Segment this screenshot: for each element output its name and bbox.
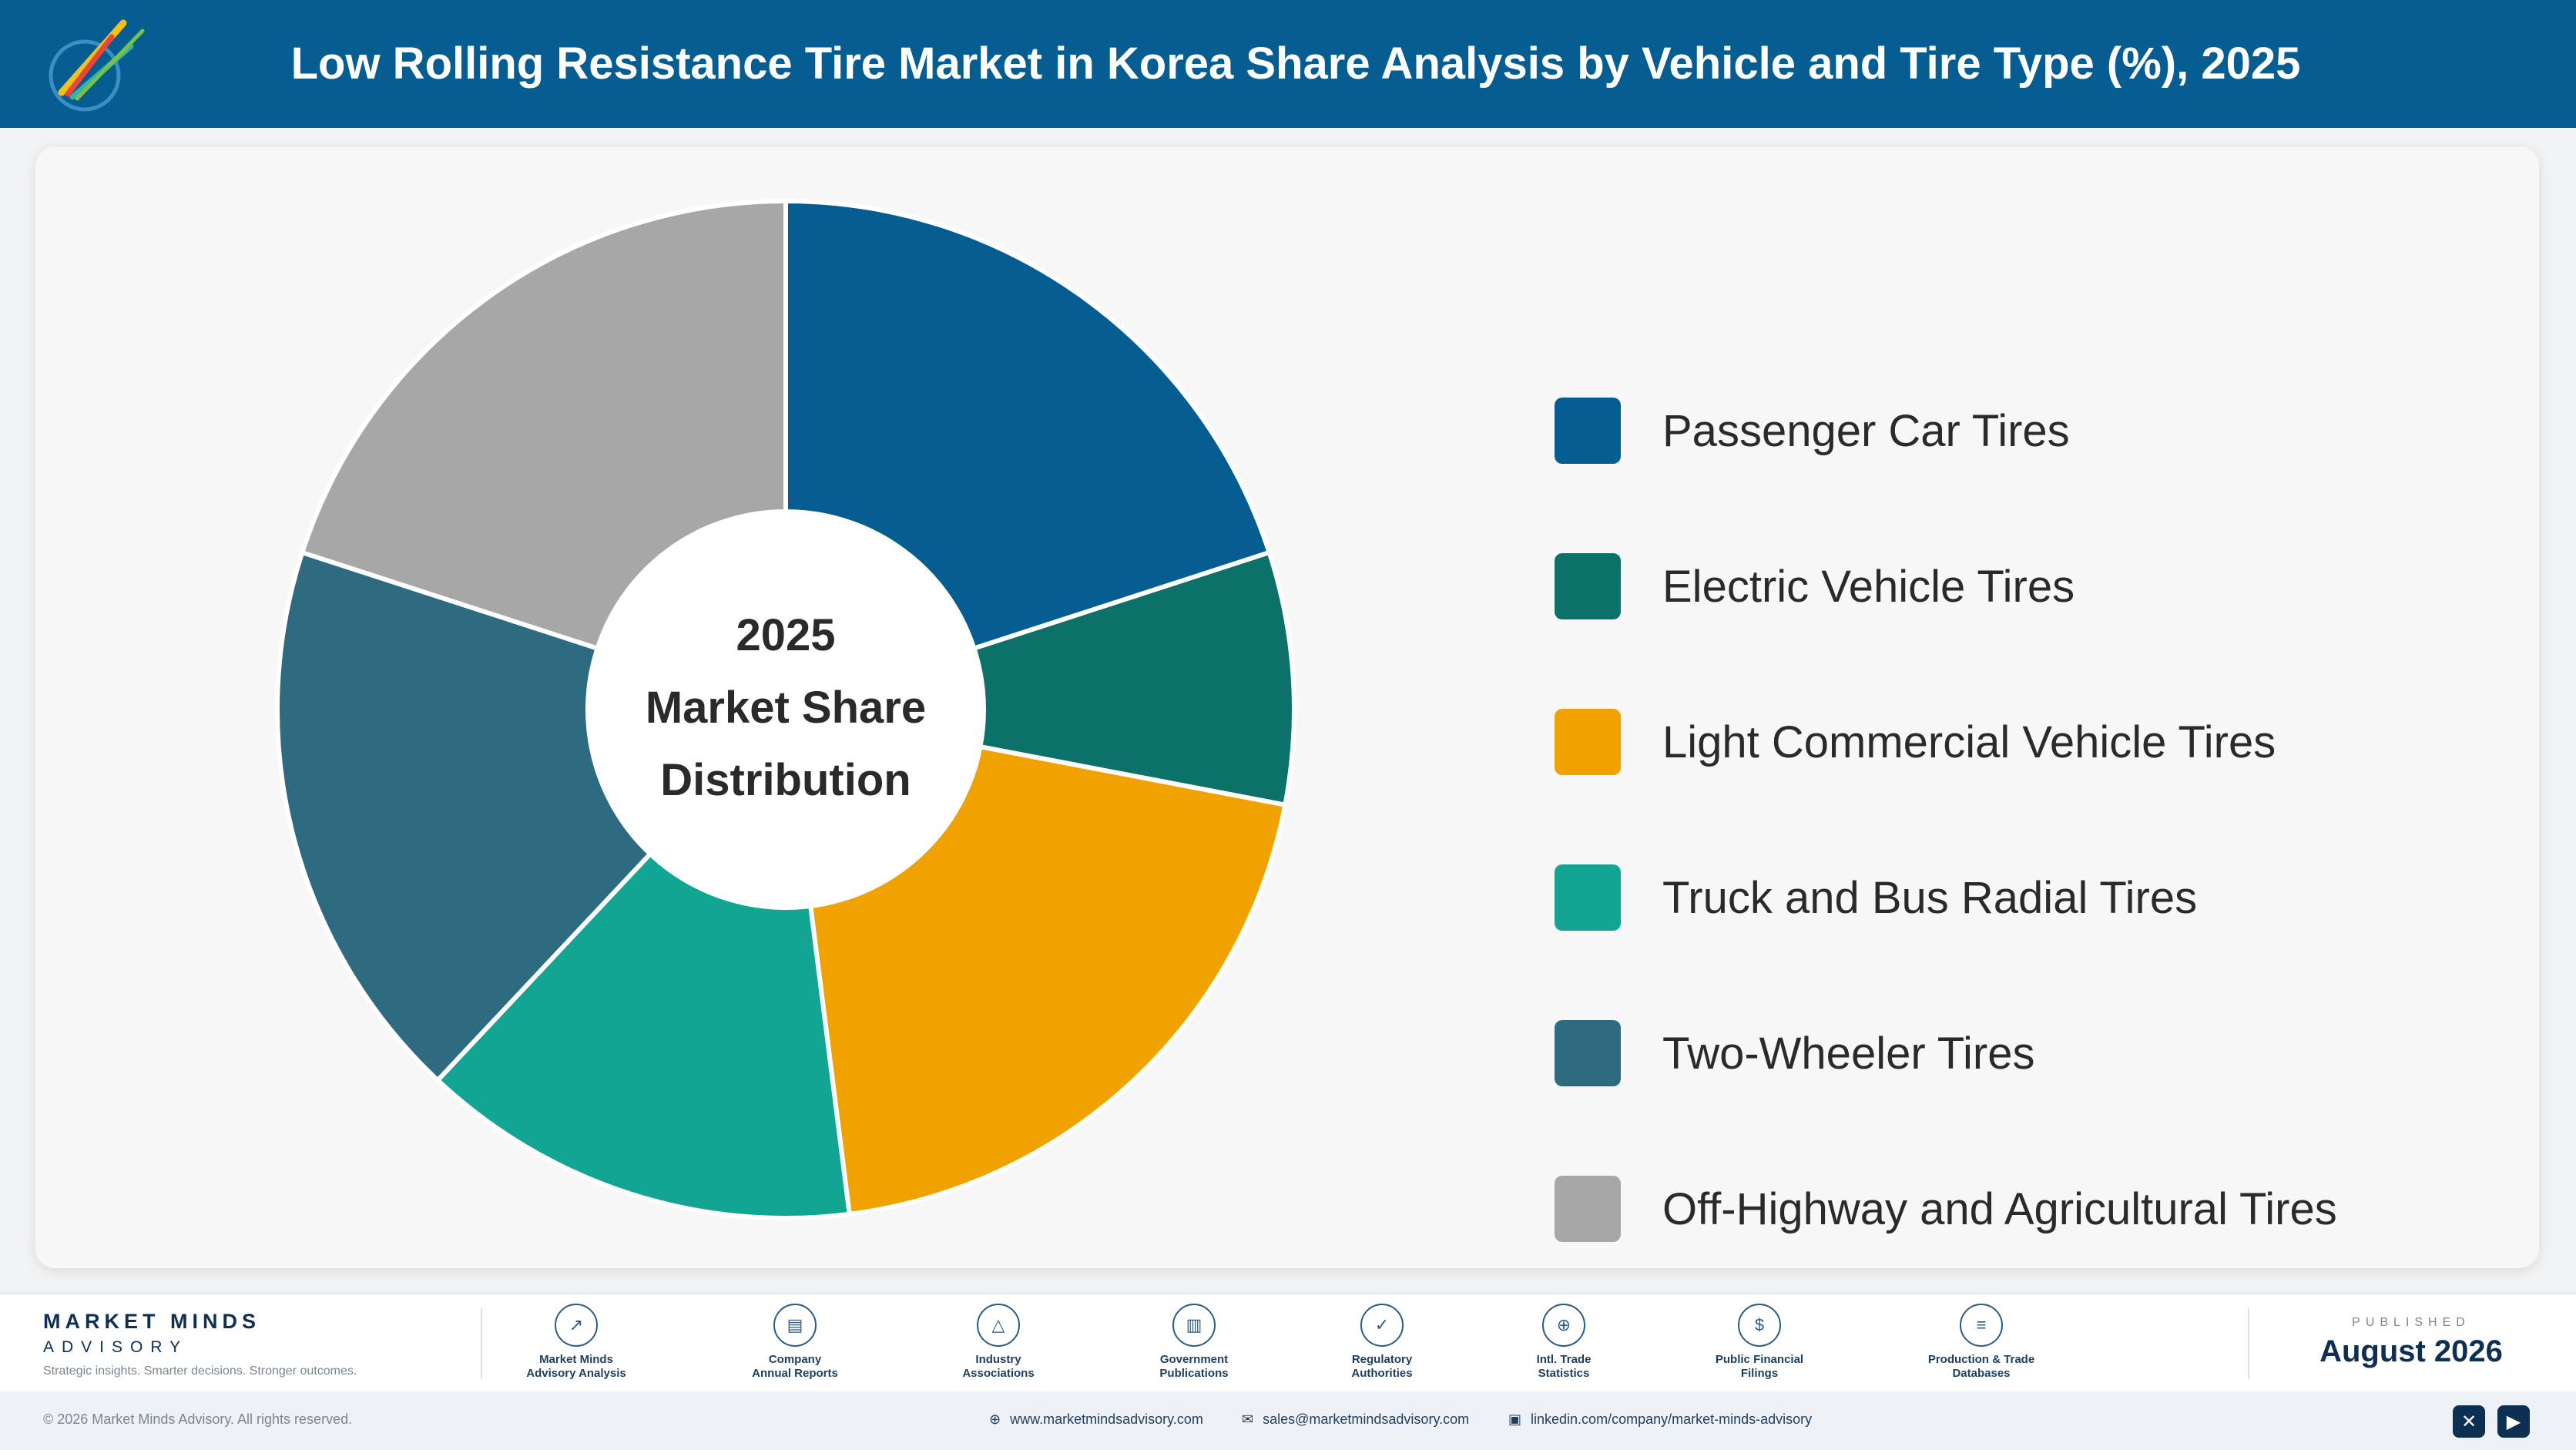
network-icon: △ xyxy=(977,1304,1020,1347)
legend-swatch xyxy=(1555,864,1621,931)
legend-label: Electric Vehicle Tires xyxy=(1662,561,2075,612)
chart-line-icon: ↗ xyxy=(555,1304,598,1347)
source-item: ≡ Production & Trade Databases xyxy=(1889,1304,2074,1381)
brand-name: MARKET MINDS xyxy=(43,1310,260,1333)
email-text: sales@marketmindsadvisory.com xyxy=(1263,1411,1470,1427)
shield-check-icon: ✓ xyxy=(1360,1304,1404,1347)
legend-label: Truck and Bus Radial Tires xyxy=(1662,872,2198,923)
database-icon: ≡ xyxy=(1960,1304,2003,1347)
bottom-bar: © 2026 Market Minds Advisory. All rights… xyxy=(0,1391,2576,1450)
company-logo-icon xyxy=(49,19,145,112)
government-building-icon: ▥ xyxy=(1172,1304,1216,1347)
x-social-button[interactable]: ✕ xyxy=(2453,1405,2485,1438)
legend-swatch xyxy=(1555,553,1621,619)
document-icon: ▤ xyxy=(773,1304,817,1347)
legend-swatch xyxy=(1555,398,1621,464)
footer-divider xyxy=(2248,1308,2249,1379)
mail-icon: ✉ xyxy=(1242,1411,1254,1427)
source-label: Industry Associations xyxy=(962,1353,1035,1380)
source-item: △ Industry Associations xyxy=(906,1304,1091,1381)
source-label: Company Annual Reports xyxy=(752,1353,838,1380)
legend-item: Electric Vehicle Tires xyxy=(1555,553,2075,619)
linkedin-text: linkedin.com/company/market-minds-adviso… xyxy=(1531,1411,1813,1427)
legend-label: Light Commercial Vehicle Tires xyxy=(1662,717,2276,767)
source-item: ▥ Government Publications xyxy=(1102,1304,1286,1381)
linkedin-icon: ▣ xyxy=(1508,1411,1522,1427)
source-label: Public Financial Filings xyxy=(1715,1353,1804,1380)
legend-swatch xyxy=(1555,709,1621,775)
footer-divider xyxy=(481,1308,482,1379)
published-date: August 2026 xyxy=(2319,1334,2503,1368)
legend-swatch xyxy=(1555,1176,1621,1242)
source-label: Regulatory Authorities xyxy=(1351,1353,1413,1380)
dollar-coin-icon: $ xyxy=(1738,1304,1781,1347)
header-bar: Low Rolling Resistance Tire Market in Ko… xyxy=(0,0,2576,128)
source-label: Government Publications xyxy=(1159,1353,1229,1380)
donut-hole xyxy=(585,509,986,910)
website-link[interactable]: ⊕ www.marketmindsadvisory.com xyxy=(989,1411,1203,1428)
source-item: ✓ Regulatory Authorities xyxy=(1290,1304,1474,1381)
legend-item: Two-Wheeler Tires xyxy=(1555,1020,2034,1086)
source-label: Market Minds Advisory Analysis xyxy=(526,1353,626,1380)
center-text-year: 2025 xyxy=(736,610,835,660)
chart-card: 2025 Market Share Distribution Passenger… xyxy=(35,146,2539,1268)
legend-item: Truck and Bus Radial Tires xyxy=(1555,864,2197,931)
x-icon: ✕ xyxy=(2460,1411,2477,1432)
globe-icon: ⊕ xyxy=(1542,1304,1585,1347)
source-label: Intl. Trade Statistics xyxy=(1536,1353,1592,1380)
globe-icon: ⊕ xyxy=(989,1411,1001,1427)
footer-brand: MARKET MINDS ADVISORY Strategic insights… xyxy=(43,1310,357,1378)
copyright-text: © 2026 Market Minds Advisory. All rights… xyxy=(43,1411,353,1427)
brand-tagline: Strategic insights. Smarter decisions. S… xyxy=(43,1364,357,1378)
website-text: www.marketmindsadvisory.com xyxy=(1010,1411,1203,1427)
legend-item: Passenger Car Tires xyxy=(1555,398,2070,464)
center-text-line-3: Distribution xyxy=(660,755,911,805)
linkedin-link[interactable]: ▣ linkedin.com/company/market-minds-advi… xyxy=(1508,1411,1812,1428)
source-item: ⊕ Intl. Trade Statistics xyxy=(1471,1304,1656,1381)
donut-chart: 2025 Market Share Distribution xyxy=(275,198,1297,1221)
published-block: PUBLISHED August 2026 xyxy=(2280,1316,2542,1369)
legend-swatch xyxy=(1555,1020,1621,1086)
legend-item: Off-Highway and Agricultural Tires xyxy=(1555,1176,2337,1242)
source-label: Production & Trade Databases xyxy=(1927,1353,2035,1380)
source-item: ↗ Market Minds Advisory Analysis xyxy=(484,1304,669,1381)
center-text-line-2: Market Share xyxy=(646,683,926,733)
brand-subtitle: ADVISORY xyxy=(43,1338,189,1356)
published-label: PUBLISHED xyxy=(2352,1316,2470,1329)
page-title: Low Rolling Resistance Tire Market in Ko… xyxy=(290,39,2301,89)
email-link[interactable]: ✉ sales@marketmindsadvisory.com xyxy=(1242,1411,1469,1428)
source-item: ▤ Company Annual Reports xyxy=(703,1304,887,1381)
legend-label: Two-Wheeler Tires xyxy=(1662,1028,2035,1079)
source-item: $ Public Financial Filings xyxy=(1667,1304,1852,1381)
youtube-social-button[interactable]: ▶ xyxy=(2497,1405,2530,1438)
legend-item: Light Commercial Vehicle Tires xyxy=(1555,709,2276,775)
legend-label: Off-Highway and Agricultural Tires xyxy=(1662,1183,2337,1234)
pie-slice-electric-vehicle-tires xyxy=(785,549,1297,808)
youtube-icon: ▶ xyxy=(2506,1411,2521,1432)
legend-label: Passenger Car Tires xyxy=(1662,405,2070,456)
footer: MARKET MINDS ADVISORY Strategic insights… xyxy=(0,1293,2576,1391)
